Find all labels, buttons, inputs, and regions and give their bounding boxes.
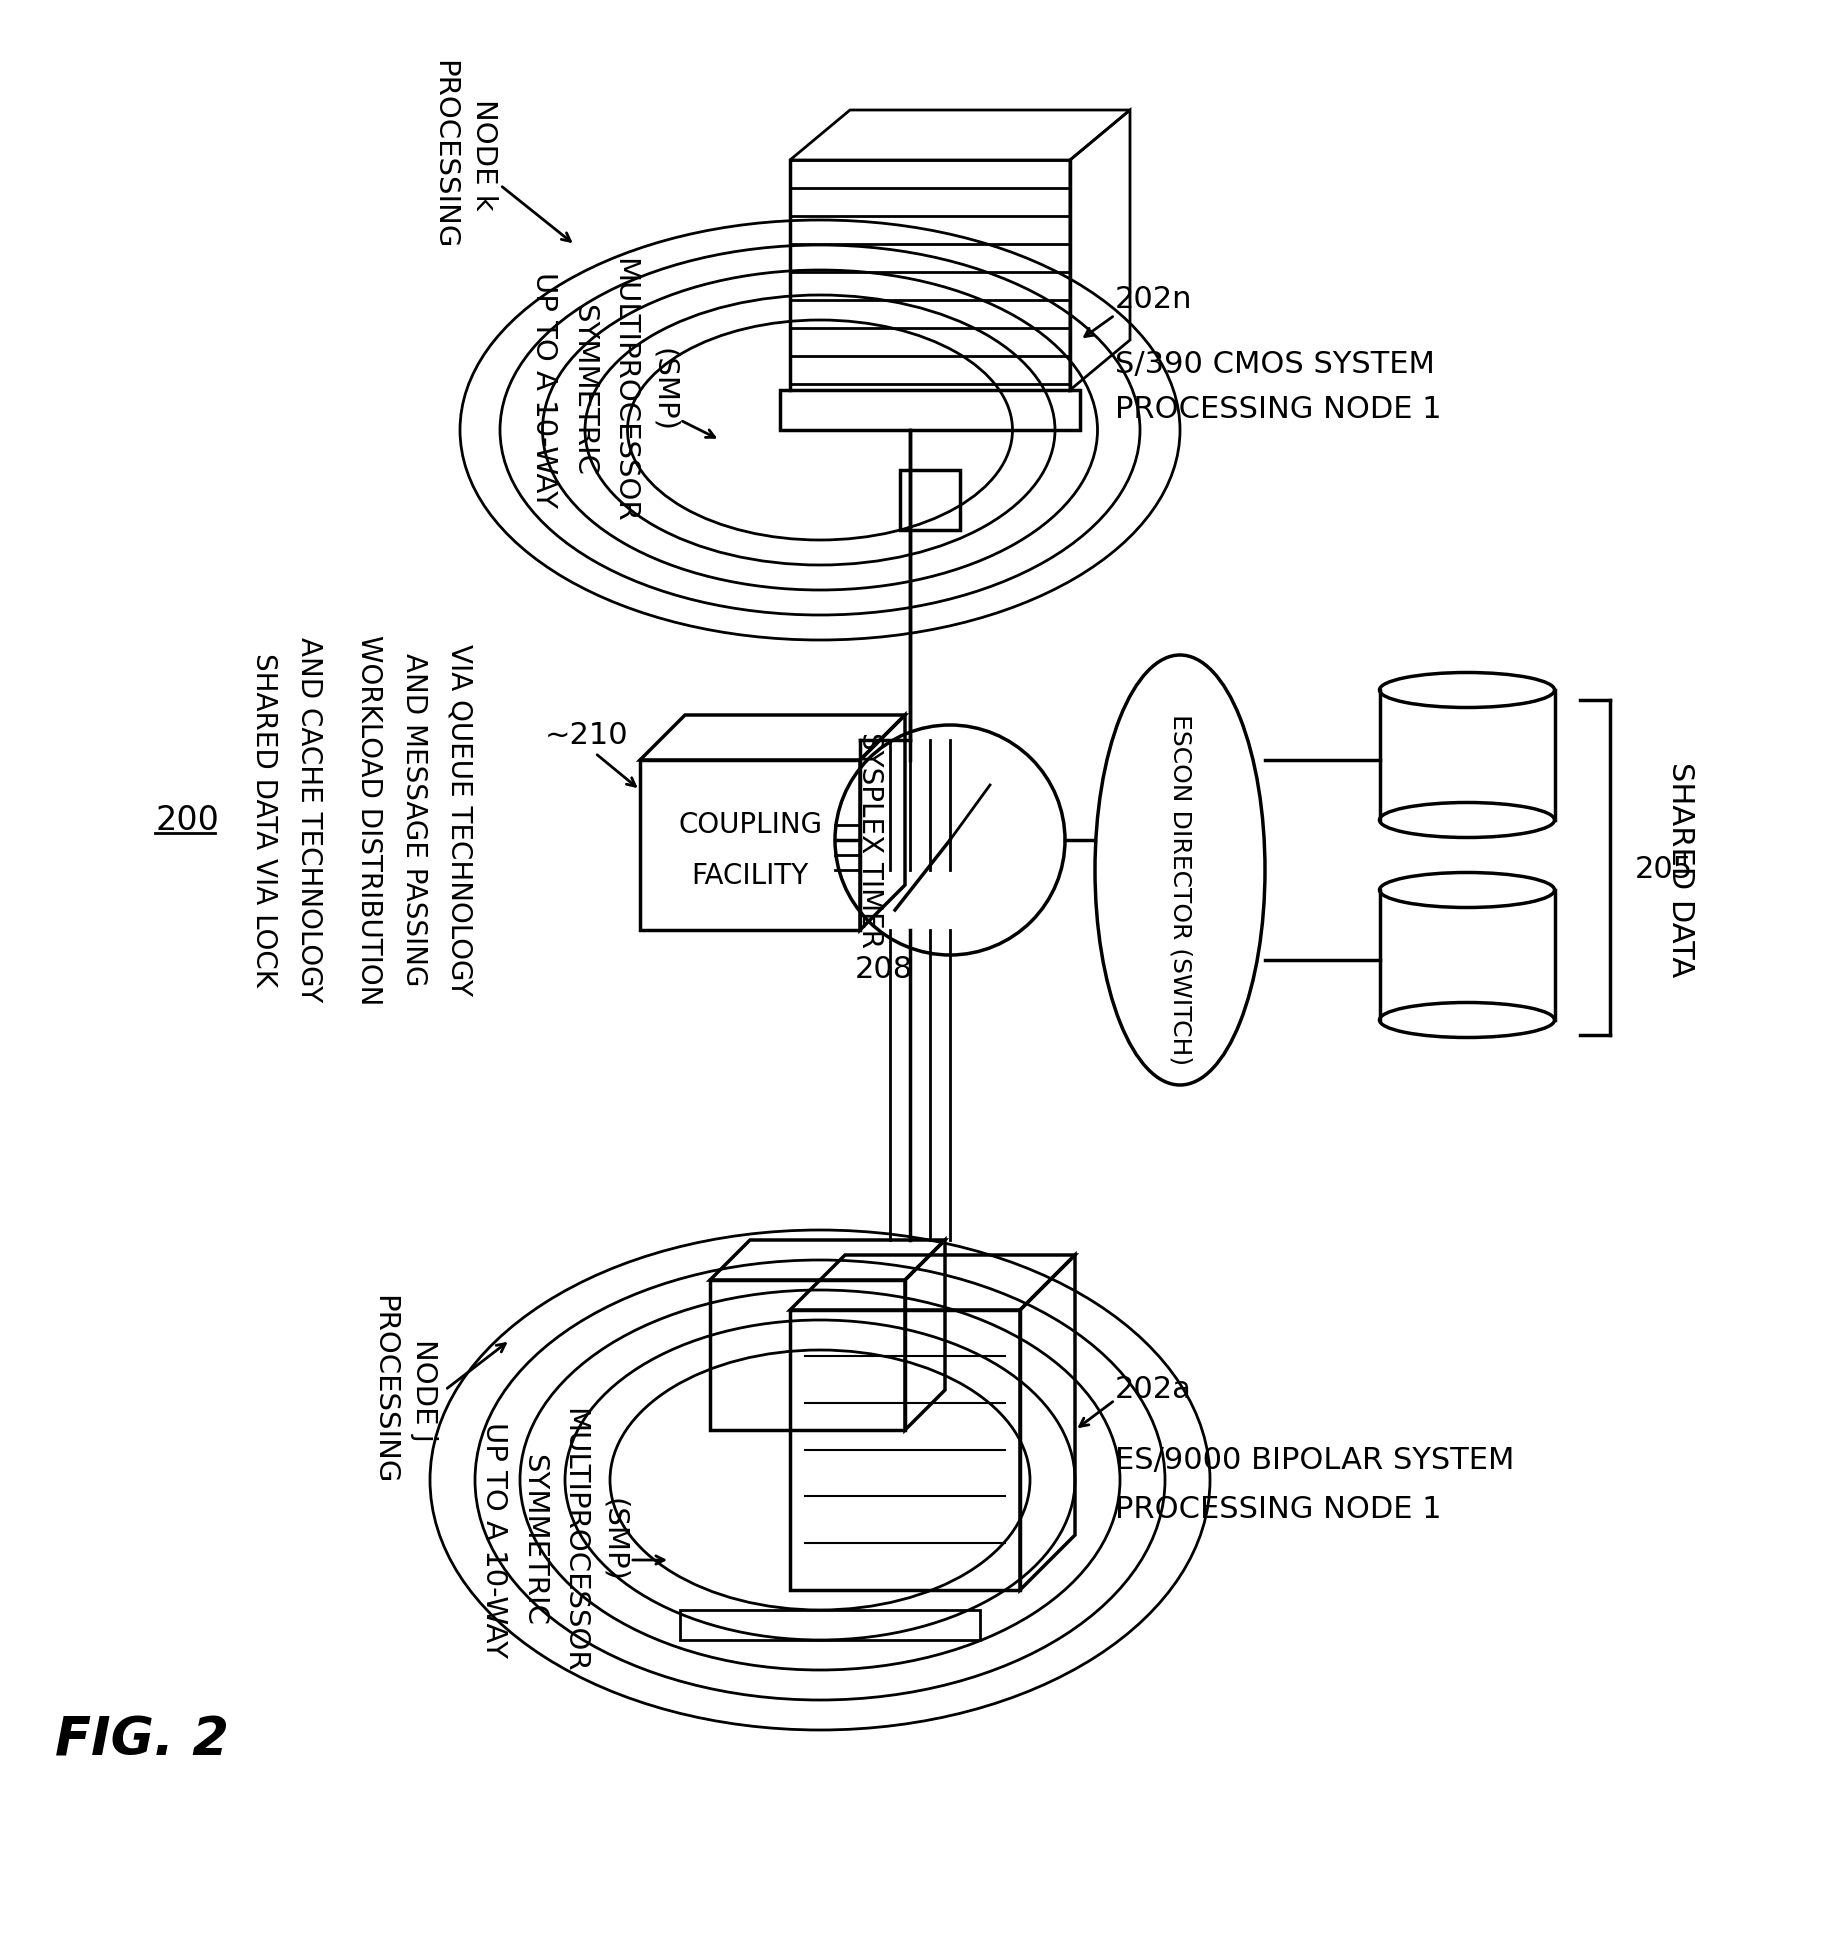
Bar: [710, 1280, 905, 1430]
Text: PROCESSING NODE 1: PROCESSING NODE 1: [1115, 1495, 1441, 1524]
Text: PROCESSING: PROCESSING: [370, 1296, 398, 1485]
Text: SHARED DATA: SHARED DATA: [1666, 762, 1694, 977]
Text: WORKLOAD DISTRIBUTION: WORKLOAD DISTRIBUTION: [356, 635, 383, 1004]
Bar: [780, 391, 1080, 430]
Text: VIA QUEUE TECHNOLOGY: VIA QUEUE TECHNOLOGY: [444, 645, 474, 997]
Text: MULTIPROCESSOR: MULTIPROCESSOR: [560, 1407, 588, 1673]
Bar: [899, 471, 960, 530]
Text: FACILITY: FACILITY: [691, 862, 809, 889]
Text: 200: 200: [155, 803, 219, 836]
Text: S/390 CMOS SYSTEM: S/390 CMOS SYSTEM: [1115, 350, 1436, 379]
Text: MULTIPROCESSOR: MULTIPROCESSOR: [610, 258, 638, 522]
Text: AND CACHE TECHNOLOGY: AND CACHE TECHNOLOGY: [295, 637, 323, 1002]
Text: COUPLING: COUPLING: [678, 811, 822, 838]
Text: UP TO A 10-WAY: UP TO A 10-WAY: [479, 1423, 509, 1659]
Bar: [640, 760, 861, 930]
Text: (SMP): (SMP): [601, 1499, 628, 1583]
Text: ES/9000 BIPOLAR SYSTEM: ES/9000 BIPOLAR SYSTEM: [1115, 1446, 1515, 1475]
Text: NODE j: NODE j: [409, 1338, 439, 1442]
Text: PROCESSING: PROCESSING: [429, 61, 459, 250]
Text: 202n: 202n: [1115, 285, 1192, 315]
Bar: [680, 1610, 980, 1639]
Text: 205: 205: [1635, 856, 1694, 885]
Text: UP TO A 10-WAY: UP TO A 10-WAY: [531, 272, 558, 508]
Text: SYMMETRIC: SYMMETRIC: [569, 305, 597, 477]
Bar: [791, 1309, 1019, 1591]
Text: ESCON DIRECTOR (SWITCH): ESCON DIRECTOR (SWITCH): [1168, 715, 1192, 1065]
Text: SYSPLEX TIMER: SYSPLEX TIMER: [855, 733, 885, 948]
Text: AND MESSAGE PASSING: AND MESSAGE PASSING: [400, 653, 428, 987]
Text: PROCESSING NODE 1: PROCESSING NODE 1: [1115, 395, 1441, 424]
Text: FIG. 2: FIG. 2: [55, 1714, 229, 1766]
Text: 202a: 202a: [1115, 1376, 1192, 1405]
Text: ~210: ~210: [546, 721, 628, 750]
Text: (SMP): (SMP): [651, 348, 678, 432]
Text: SYMMETRIC: SYMMETRIC: [520, 1454, 547, 1626]
Text: SHARED DATA VIA LOCK: SHARED DATA VIA LOCK: [251, 653, 278, 987]
Text: 208: 208: [855, 956, 914, 985]
Text: NODE k: NODE k: [470, 100, 498, 211]
